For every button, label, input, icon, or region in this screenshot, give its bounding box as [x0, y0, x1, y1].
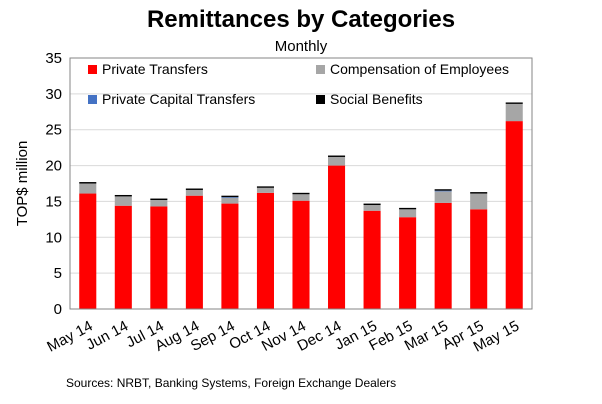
bar-may-15-private-transfers [505, 121, 523, 309]
bar-mar-15-private-capital-transfers [434, 190, 452, 192]
chart-title: Remittances by Categories [146, 6, 456, 33]
legend-label-private-transfers: Private Transfers [102, 61, 208, 77]
bar-aug-14-private-transfers [185, 195, 203, 309]
bar-jan-15-social-benefits [363, 203, 381, 206]
bar-jul-14-private-transfers [150, 206, 168, 309]
bar-feb-15-social-benefits [399, 207, 417, 210]
bar-nov-14-social-benefits [292, 192, 310, 195]
legend-swatch-social-benefits [316, 95, 325, 104]
bar-may-14-social-benefits [79, 182, 97, 184]
bar-jul-14-compensation-of-employees [150, 199, 168, 207]
y-tick-label: 30 [45, 86, 62, 103]
bar-aug-14-compensation-of-employees [185, 189, 203, 196]
bar-nov-14-compensation-of-employees [292, 194, 310, 201]
legend: Private Transfers Compensation of Employe… [88, 61, 509, 107]
bar-jun-14-private-transfers [114, 205, 132, 309]
bar-may-14-compensation-of-employees [79, 183, 97, 194]
bar-dec-14-compensation-of-employees [328, 156, 346, 166]
bars [79, 102, 523, 309]
bar-nov-14-private-transfers [292, 200, 310, 309]
bar-mar-15-private-transfers [434, 202, 452, 309]
bar-jan-15-compensation-of-employees [363, 205, 381, 211]
source-note: Sources: NRBT, Banking Systems, Foreign … [66, 376, 397, 390]
y-tick-label: 5 [54, 265, 62, 282]
y-tick-label: 10 [45, 229, 62, 246]
legend-swatch-compensation-of-employees [316, 65, 325, 74]
bar-mar-15-compensation-of-employees [434, 191, 452, 203]
legend-label-private-capital-transfers: Private Capital Transfers [102, 91, 255, 107]
bar-may-15-social-benefits [505, 102, 523, 104]
y-tick-label: 35 [45, 50, 62, 67]
bar-sep-14-private-transfers [221, 203, 239, 309]
bar-jun-14-social-benefits [114, 194, 132, 197]
bar-sep-14-compensation-of-employees [221, 197, 239, 204]
chart-subtitle: Monthly [274, 38, 328, 55]
bar-feb-15-compensation-of-employees [399, 209, 417, 218]
y-tick-label: 20 [45, 158, 62, 175]
bar-may-14-private-transfers [79, 193, 97, 309]
bar-mar-15-social-benefits [434, 189, 452, 191]
y-tick-label: 0 [54, 301, 62, 318]
y-tick-label: 25 [45, 122, 62, 139]
bar-may-15-compensation-of-employees [505, 103, 523, 122]
bar-jun-14-compensation-of-employees [114, 196, 132, 206]
plot-area-border [69, 57, 533, 310]
legend-label-compensation-of-employees: Compensation of Employees [330, 61, 509, 77]
bar-sep-14-private-capital-transfers [221, 197, 239, 198]
legend-swatch-private-capital-transfers [88, 95, 97, 104]
bar-apr-15-compensation-of-employees [470, 193, 488, 210]
bar-apr-15-social-benefits [470, 192, 488, 194]
bar-oct-14-compensation-of-employees [256, 187, 274, 193]
bar-jan-15-private-transfers [363, 210, 381, 309]
bar-dec-14-private-transfers [328, 165, 346, 309]
y-axis-label: TOP$ million [14, 141, 31, 227]
bar-feb-15-private-transfers [399, 217, 417, 309]
bar-apr-15-private-transfers [470, 209, 488, 309]
legend-label-social-benefits: Social Benefits [330, 91, 423, 107]
bar-dec-14-social-benefits [328, 155, 346, 157]
bar-oct-14-private-transfers [256, 192, 274, 309]
y-tick-label: 15 [45, 193, 62, 210]
bar-aug-14-social-benefits [185, 188, 203, 190]
legend-swatch-private-transfers [88, 65, 97, 74]
bar-sep-14-social-benefits [221, 195, 239, 198]
bar-jul-14-social-benefits [150, 198, 168, 200]
bar-oct-14-social-benefits [256, 186, 274, 188]
